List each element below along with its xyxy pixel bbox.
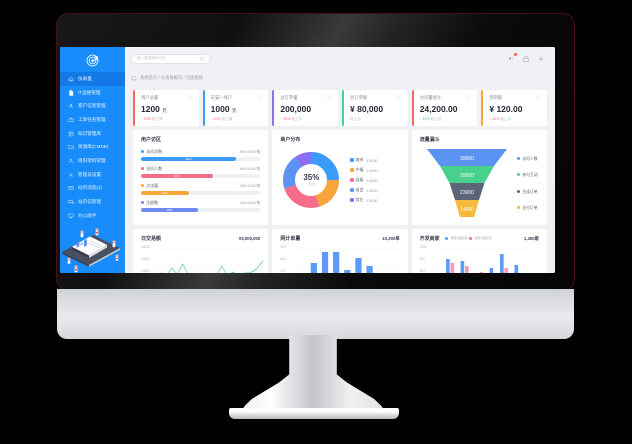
svg-text:14000: 14000 [460, 207, 474, 213]
svg-text:39000: 39000 [460, 156, 474, 162]
svg-text:29000: 29000 [460, 173, 474, 179]
svg-text:23000: 23000 [460, 190, 474, 196]
